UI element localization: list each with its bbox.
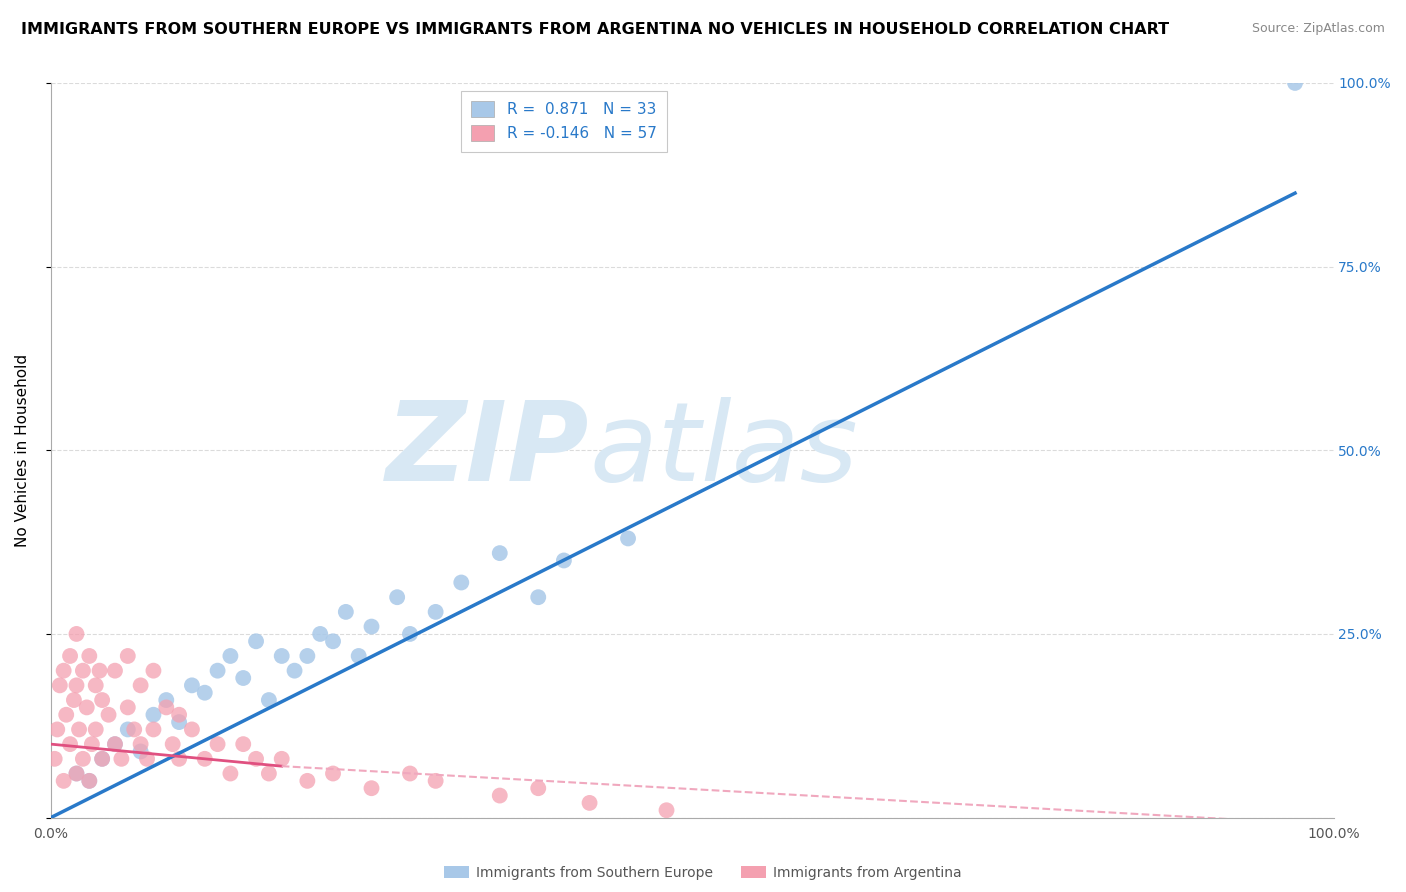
Point	[207, 737, 229, 751]
Point	[52, 664, 75, 678]
Point	[55, 707, 77, 722]
Point	[142, 664, 165, 678]
Point	[1284, 76, 1306, 90]
Point	[72, 664, 94, 678]
Point	[655, 803, 678, 817]
Point	[110, 752, 132, 766]
Point	[232, 737, 254, 751]
Point	[79, 773, 101, 788]
Point	[194, 686, 217, 700]
Point	[257, 693, 280, 707]
Point	[84, 723, 107, 737]
Point	[322, 634, 344, 648]
Point	[91, 693, 114, 707]
Point	[44, 752, 66, 766]
Point	[167, 715, 190, 730]
Point	[450, 575, 472, 590]
Point	[347, 648, 370, 663]
Point	[117, 700, 139, 714]
Point	[527, 591, 550, 605]
Point	[309, 627, 332, 641]
Legend: Immigrants from Southern Europe, Immigrants from Argentina: Immigrants from Southern Europe, Immigra…	[439, 860, 967, 885]
Point	[335, 605, 357, 619]
Point	[59, 737, 82, 751]
Point	[488, 789, 510, 803]
Point	[425, 773, 447, 788]
Point	[617, 532, 640, 546]
Point	[425, 605, 447, 619]
Text: atlas: atlas	[589, 397, 858, 504]
Point	[52, 773, 75, 788]
Point	[129, 737, 152, 751]
Point	[527, 781, 550, 796]
Point	[245, 752, 267, 766]
Point	[322, 766, 344, 780]
Point	[142, 707, 165, 722]
Point	[181, 723, 204, 737]
Point	[104, 664, 127, 678]
Point	[63, 693, 86, 707]
Point	[129, 678, 152, 692]
Text: Source: ZipAtlas.com: Source: ZipAtlas.com	[1251, 22, 1385, 36]
Point	[194, 752, 217, 766]
Point	[46, 723, 69, 737]
Point	[76, 700, 98, 714]
Point	[207, 664, 229, 678]
Point	[360, 781, 382, 796]
Point	[270, 752, 292, 766]
Point	[89, 664, 111, 678]
Point	[65, 766, 87, 780]
Point	[283, 664, 305, 678]
Point	[399, 627, 422, 641]
Point	[142, 723, 165, 737]
Point	[72, 752, 94, 766]
Point	[181, 678, 204, 692]
Point	[80, 737, 103, 751]
Point	[399, 766, 422, 780]
Point	[79, 773, 101, 788]
Y-axis label: No Vehicles in Household: No Vehicles in Household	[15, 354, 30, 547]
Point	[122, 723, 145, 737]
Point	[136, 752, 159, 766]
Point	[219, 766, 242, 780]
Legend: R =  0.871   N = 33, R = -0.146   N = 57: R = 0.871 N = 33, R = -0.146 N = 57	[461, 91, 666, 152]
Point	[129, 744, 152, 758]
Point	[49, 678, 72, 692]
Point	[245, 634, 267, 648]
Point	[155, 700, 177, 714]
Point	[553, 553, 575, 567]
Point	[97, 707, 120, 722]
Text: IMMIGRANTS FROM SOUTHERN EUROPE VS IMMIGRANTS FROM ARGENTINA NO VEHICLES IN HOUS: IMMIGRANTS FROM SOUTHERN EUROPE VS IMMIG…	[21, 22, 1170, 37]
Point	[297, 773, 319, 788]
Text: ZIP: ZIP	[387, 397, 589, 504]
Point	[162, 737, 184, 751]
Point	[257, 766, 280, 780]
Point	[488, 546, 510, 560]
Point	[104, 737, 127, 751]
Point	[104, 737, 127, 751]
Point	[67, 723, 90, 737]
Point	[167, 752, 190, 766]
Point	[360, 619, 382, 633]
Point	[117, 723, 139, 737]
Point	[65, 627, 87, 641]
Point	[297, 648, 319, 663]
Point	[91, 752, 114, 766]
Point	[167, 707, 190, 722]
Point	[232, 671, 254, 685]
Point	[270, 648, 292, 663]
Point	[65, 678, 87, 692]
Point	[79, 648, 101, 663]
Point	[59, 648, 82, 663]
Point	[84, 678, 107, 692]
Point	[219, 648, 242, 663]
Point	[117, 648, 139, 663]
Point	[578, 796, 600, 810]
Point	[91, 752, 114, 766]
Point	[65, 766, 87, 780]
Point	[155, 693, 177, 707]
Point	[385, 591, 408, 605]
